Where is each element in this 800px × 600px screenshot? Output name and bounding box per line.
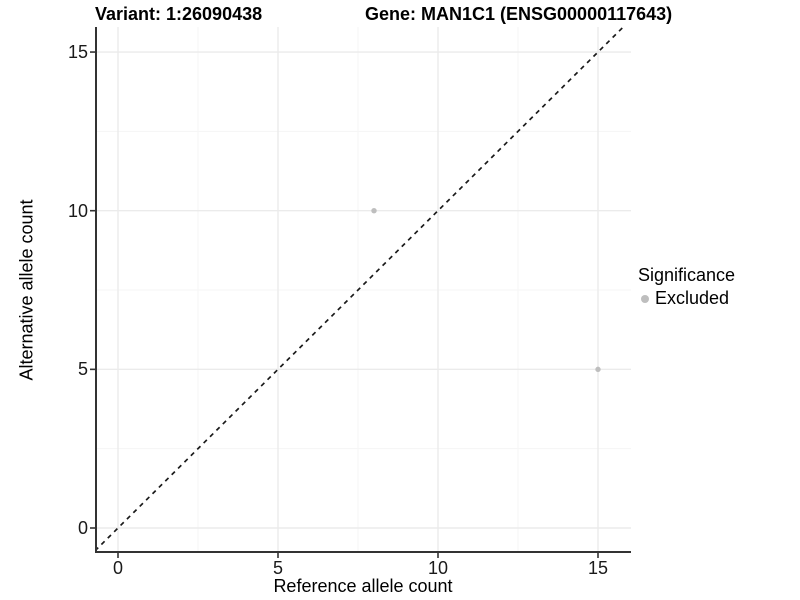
plot-title-variant: Variant: 1:26090438	[95, 4, 263, 24]
y-tick-label: 15	[67, 42, 88, 63]
x-tick-label: 10	[427, 558, 449, 578]
x-axis-title: Reference allele count	[273, 576, 453, 596]
data-point	[595, 366, 601, 373]
plot-title-gene: Gene: MAN1C1 (ENSG00000117643)	[365, 4, 673, 24]
y-axis-title: Alternative allele count	[16, 199, 37, 381]
data-point	[371, 208, 377, 214]
x-tick-label: 5	[272, 558, 284, 578]
legend-item-label: Excluded	[655, 288, 730, 308]
x-tick-label: 0	[112, 558, 124, 578]
legend: Significance Excluded	[638, 264, 735, 308]
excluded-point-icon	[641, 294, 649, 303]
plot-panel	[90, 27, 631, 558]
plot-panel-canvas	[90, 27, 631, 558]
x-tick-label: 15	[587, 558, 609, 578]
identity-reference-line	[95, 27, 625, 552]
legend-title: Significance	[638, 265, 736, 285]
y-tick-label: 0	[77, 518, 88, 538]
y-tick-label: 10	[67, 200, 88, 221]
legend-key	[638, 290, 655, 307]
legend-item-excluded: Excluded	[638, 288, 735, 308]
y-tick-label: 5	[77, 359, 88, 380]
